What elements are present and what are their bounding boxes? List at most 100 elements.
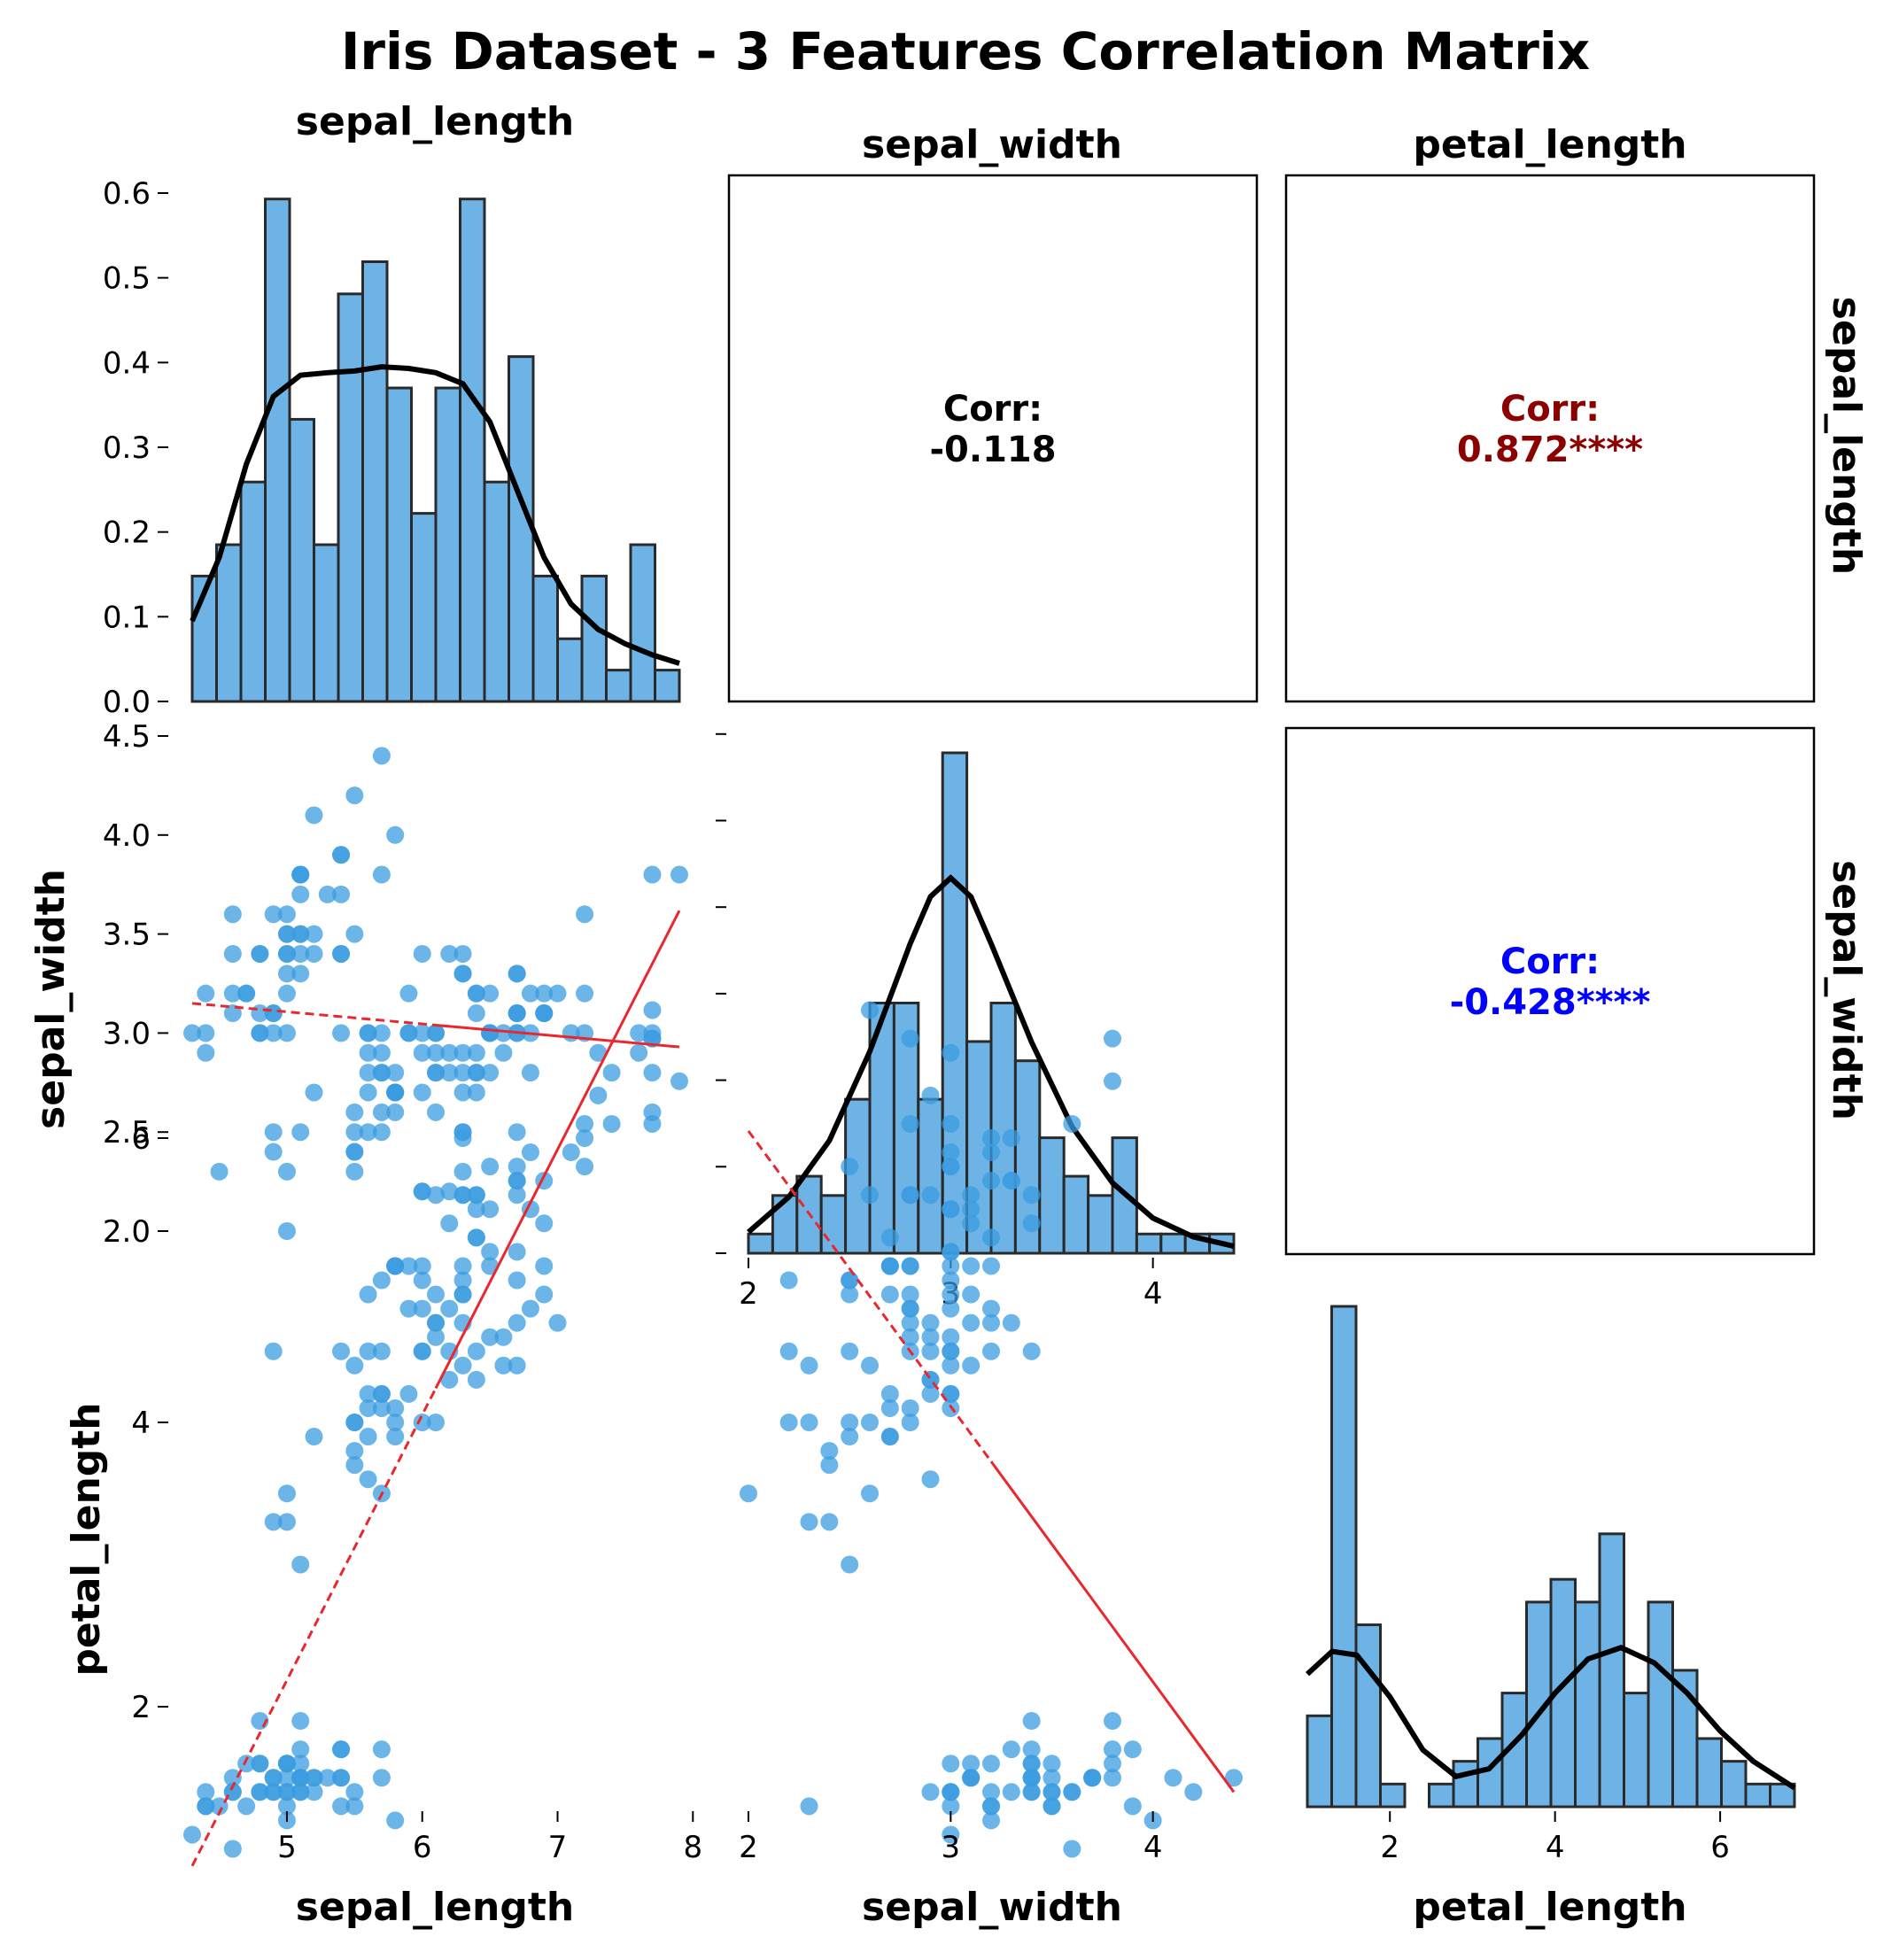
scatter-point — [372, 1384, 391, 1403]
scatter-point — [1123, 1740, 1142, 1759]
scatter-point — [345, 1414, 364, 1431]
scatter-point — [1022, 1186, 1041, 1205]
scatter-point — [841, 1414, 859, 1431]
scatter-point — [277, 1755, 296, 1773]
scatter-point — [440, 1299, 459, 1318]
scatter-point — [277, 1513, 296, 1531]
scatter-point — [264, 1769, 283, 1787]
scatter-point — [440, 1064, 459, 1082]
scatter-point — [386, 825, 405, 844]
scatter-point — [535, 1004, 554, 1023]
scatter-point — [494, 1356, 513, 1375]
scatter-point — [481, 1243, 500, 1261]
scatter-point — [183, 1024, 201, 1042]
hist-bar-sepal-width — [844, 1097, 872, 1255]
hist-bar-sepal-length — [410, 512, 438, 703]
hist-bar-petal-length — [1379, 1782, 1407, 1809]
scatter-point — [962, 1313, 981, 1332]
scatter-point — [1022, 1214, 1041, 1233]
scatter-point — [901, 1398, 919, 1417]
corr-value: -0.428**** — [1450, 982, 1651, 1023]
scatter-point — [962, 1769, 981, 1787]
y-tick-petal-length-6: 6 — [131, 1121, 151, 1157]
scatter-point — [277, 1024, 296, 1042]
scatter-point — [264, 1123, 283, 1142]
hist-bar-sepal-width — [1135, 1232, 1163, 1255]
column-title-petal-length: petal_length — [1413, 122, 1686, 167]
scatter-point — [305, 1083, 323, 1102]
scatter-point — [779, 1342, 798, 1360]
scatter-point — [576, 905, 594, 924]
scatter-point — [942, 1783, 960, 1801]
scatter-point — [413, 1024, 431, 1042]
scatter-point — [197, 1024, 215, 1042]
scatter-point — [305, 944, 323, 963]
regression-line-solid — [434, 910, 681, 1390]
corr-panel-border — [1284, 726, 1816, 1256]
scatter-point — [427, 1186, 445, 1205]
scatter-point — [1104, 1769, 1121, 1787]
scatter-point — [643, 1064, 662, 1082]
scatter-point — [332, 1024, 351, 1042]
scatter-point — [291, 925, 310, 943]
scatter-point — [305, 1428, 323, 1446]
scatter-point — [359, 1398, 377, 1417]
y-tick-density-0.2: 0.2 — [103, 515, 151, 551]
x-tick-petal-length: 6 — [1710, 1830, 1730, 1865]
scatter-point — [1083, 1769, 1102, 1787]
scatter-point — [264, 1513, 283, 1531]
hist-bar-sepal-length — [239, 480, 267, 703]
scatter-point — [508, 1356, 526, 1375]
scatter-point — [1164, 1769, 1182, 1787]
scatter-point — [548, 984, 567, 1003]
column-title-sepal-length: sepal_length — [296, 99, 574, 144]
scatter-point — [508, 1123, 526, 1142]
scatter-point — [494, 1328, 513, 1346]
y-tick-sepal-width-4.0: 4.0 — [103, 818, 151, 854]
scatter-point — [467, 1342, 485, 1360]
scatter-point — [481, 1200, 500, 1219]
scatter-point — [251, 1755, 269, 1773]
scatter-point — [942, 1271, 960, 1290]
scatter-point — [982, 1783, 1000, 1801]
x-axis-label-sepal-width: sepal_width — [862, 1885, 1122, 1930]
scatter-point — [942, 1755, 960, 1773]
scatter-point — [820, 1513, 839, 1531]
scatter-point — [453, 1356, 472, 1375]
scatter-point — [1184, 1783, 1203, 1801]
scatter-point — [901, 1186, 919, 1205]
scatter-point — [372, 1064, 391, 1082]
hist-bar-petal-length — [1574, 1600, 1601, 1809]
scatter-point — [1104, 1740, 1121, 1759]
scatter-point — [740, 1484, 757, 1503]
scatter-point — [643, 1001, 662, 1019]
scatter-point — [372, 1024, 391, 1042]
y-tick-sepal-width-2.5: 2.5 — [103, 1115, 151, 1150]
y-axis-label-sepal-width: sepal_width — [28, 869, 74, 1129]
scatter-point — [277, 1484, 296, 1503]
scatter-point — [535, 1214, 554, 1233]
scatter-point — [508, 1186, 526, 1205]
corr-label: Corr: — [943, 389, 1043, 430]
hist-bar-sepal-length — [531, 574, 559, 703]
scatter-point — [481, 1064, 500, 1082]
regression-line-dashed — [191, 1002, 437, 1026]
corr-value: -0.118 — [929, 430, 1056, 470]
scatter-point — [1104, 1755, 1121, 1773]
scatter-point — [359, 1064, 377, 1082]
row-label-sepal-width: sepal_width — [1824, 860, 1869, 1120]
scatter-point — [399, 1257, 418, 1275]
scatter-point — [942, 1356, 960, 1375]
scatter-point — [942, 1200, 960, 1219]
scatter-point — [861, 1414, 879, 1431]
x-tick-sepal-width-upper: 2 — [739, 1276, 758, 1312]
scatter-point — [359, 1470, 377, 1489]
regression-line-dashed — [190, 1387, 438, 1867]
scatter-point — [880, 1228, 899, 1247]
scatter-point — [467, 1043, 485, 1062]
scatter-point — [413, 944, 431, 963]
scatter-point — [576, 1114, 594, 1133]
scatter-point — [372, 1103, 391, 1121]
hist-bar-petal-length — [1452, 1760, 1479, 1809]
scatter-point — [291, 1769, 310, 1787]
